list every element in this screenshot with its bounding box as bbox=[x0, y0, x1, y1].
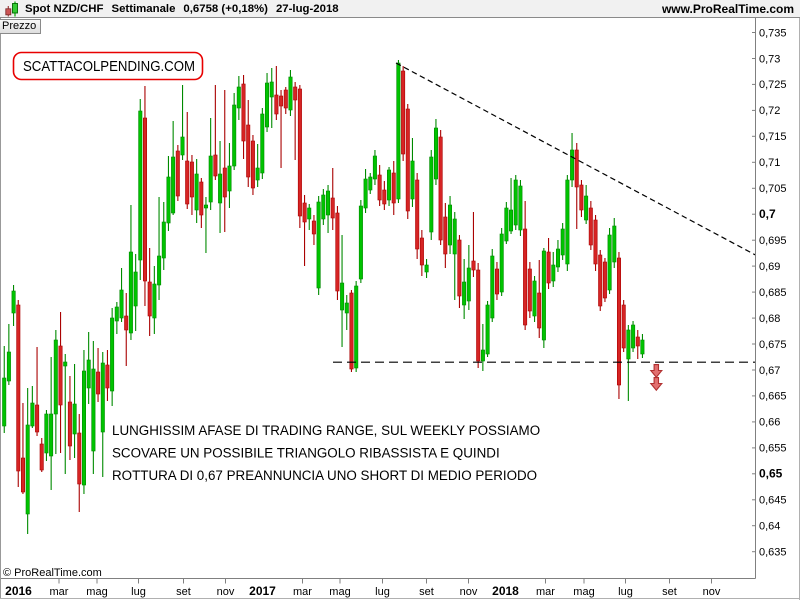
svg-text:0,735: 0,735 bbox=[759, 27, 787, 39]
svg-text:lug: lug bbox=[618, 586, 633, 598]
svg-text:nov: nov bbox=[703, 586, 721, 598]
svg-text:2016: 2016 bbox=[5, 584, 32, 598]
svg-text:0,64: 0,64 bbox=[759, 521, 780, 533]
svg-text:0,71: 0,71 bbox=[759, 157, 780, 169]
svg-text:mar: mar bbox=[536, 586, 555, 598]
svg-text:SCOVARE UN POSSIBILE TRIANGOLO: SCOVARE UN POSSIBILE TRIANGOLO RIBASSIST… bbox=[112, 446, 500, 461]
svg-text:set: set bbox=[176, 586, 191, 598]
svg-text:lug: lug bbox=[131, 586, 146, 598]
svg-text:ROTTURA DI 0,67 PREANNUNCIA UN: ROTTURA DI 0,67 PREANNUNCIA UNO SHORT DI… bbox=[112, 468, 537, 483]
svg-text:0,675: 0,675 bbox=[759, 339, 787, 351]
svg-text:mag: mag bbox=[329, 586, 350, 598]
svg-text:mar: mar bbox=[293, 586, 312, 598]
svg-text:0,69: 0,69 bbox=[759, 261, 780, 273]
svg-text:0,635: 0,635 bbox=[759, 547, 787, 559]
svg-text:mar: mar bbox=[50, 586, 69, 598]
svg-text:LUNGHISSIM AFASE DI TRADING RA: LUNGHISSIM AFASE DI TRADING RANGE, SUL W… bbox=[112, 423, 540, 438]
svg-text:nov: nov bbox=[460, 586, 478, 598]
svg-text:0,645: 0,645 bbox=[759, 495, 787, 507]
svg-text:0,685: 0,685 bbox=[759, 287, 787, 299]
svg-text:SCATTACOLPENDING.COM: SCATTACOLPENDING.COM bbox=[23, 59, 195, 75]
svg-text:0,68: 0,68 bbox=[759, 313, 780, 325]
svg-text:set: set bbox=[419, 586, 434, 598]
svg-text:nov: nov bbox=[217, 586, 235, 598]
svg-text:0,72: 0,72 bbox=[759, 105, 780, 117]
svg-text:0,73: 0,73 bbox=[759, 53, 780, 65]
svg-text:0,695: 0,695 bbox=[759, 235, 787, 247]
svg-text:mag: mag bbox=[573, 586, 594, 598]
svg-text:2018: 2018 bbox=[492, 584, 519, 598]
svg-text:set: set bbox=[662, 586, 677, 598]
svg-text:0,67: 0,67 bbox=[759, 365, 780, 377]
svg-text:© ProRealTime.com: © ProRealTime.com bbox=[3, 567, 102, 579]
svg-text:0,725: 0,725 bbox=[759, 79, 787, 91]
svg-text:mag: mag bbox=[86, 586, 107, 598]
svg-text:0,66: 0,66 bbox=[759, 417, 780, 429]
svg-text:0,705: 0,705 bbox=[759, 183, 787, 195]
svg-text:0,7: 0,7 bbox=[759, 207, 776, 221]
svg-text:0,665: 0,665 bbox=[759, 391, 787, 403]
svg-text:lug: lug bbox=[375, 586, 390, 598]
svg-text:2017: 2017 bbox=[249, 584, 276, 598]
svg-text:0,715: 0,715 bbox=[759, 131, 787, 143]
svg-text:0,655: 0,655 bbox=[759, 443, 787, 455]
svg-text:0,65: 0,65 bbox=[759, 467, 783, 481]
